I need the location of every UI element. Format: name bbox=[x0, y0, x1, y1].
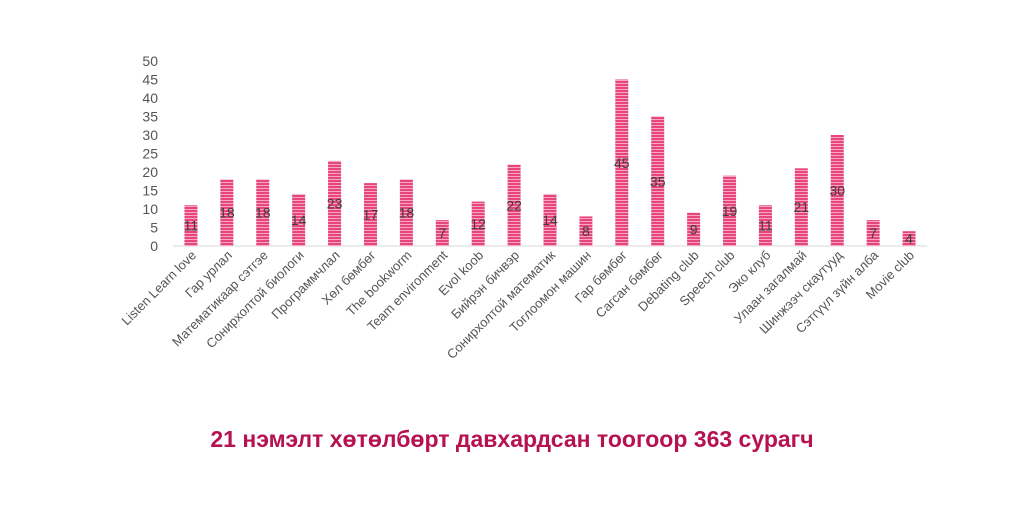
data-label: 8 bbox=[582, 223, 590, 239]
y-tick-label: 5 bbox=[150, 220, 158, 236]
data-label: 14 bbox=[542, 212, 558, 228]
data-label: 18 bbox=[399, 205, 415, 221]
bar bbox=[866, 220, 880, 246]
bar bbox=[363, 183, 377, 246]
data-label: 11 bbox=[758, 218, 773, 234]
y-tick-label: 50 bbox=[142, 53, 158, 69]
bar bbox=[687, 212, 701, 246]
y-tick-label: 15 bbox=[142, 183, 158, 199]
bar bbox=[723, 175, 737, 246]
data-label: 18 bbox=[219, 205, 235, 221]
data-label: 22 bbox=[506, 197, 522, 213]
bar bbox=[435, 220, 449, 246]
bar bbox=[902, 231, 916, 246]
data-label: 21 bbox=[794, 199, 810, 215]
bar bbox=[256, 179, 270, 246]
bar bbox=[543, 194, 557, 246]
y-tick-label: 0 bbox=[150, 238, 158, 254]
data-label: 35 bbox=[650, 173, 666, 189]
bar bbox=[292, 194, 306, 246]
bar bbox=[328, 160, 342, 246]
bar bbox=[615, 79, 629, 246]
bar bbox=[830, 135, 844, 246]
data-label: 9 bbox=[690, 221, 698, 237]
bar bbox=[579, 216, 593, 246]
chart-caption: 21 нэмэлт хөтөлбөрт давхардсан тоогоор 3… bbox=[210, 426, 814, 452]
bar bbox=[220, 179, 234, 246]
data-label: 11 bbox=[184, 218, 199, 234]
bar bbox=[507, 164, 521, 246]
bar bbox=[794, 168, 808, 246]
data-label: 19 bbox=[722, 203, 738, 219]
data-labels: 11 18 18 14 23 17 18 7 12 22 14 8 45 35 9 19 11 21 30 7 4 bbox=[184, 155, 913, 247]
data-label: 23 bbox=[327, 195, 343, 211]
bars bbox=[184, 79, 916, 246]
data-label: 7 bbox=[438, 225, 446, 241]
y-tick-label: 40 bbox=[142, 90, 158, 106]
y-tick-label: 30 bbox=[142, 127, 158, 143]
data-label: 17 bbox=[363, 207, 379, 223]
y-tick-label: 20 bbox=[142, 164, 158, 180]
y-tick-label: 35 bbox=[142, 109, 158, 125]
bar bbox=[471, 201, 485, 246]
data-label: 7 bbox=[869, 225, 877, 241]
bar bbox=[758, 205, 772, 246]
bar bbox=[184, 205, 198, 246]
y-tick-label: 25 bbox=[142, 146, 158, 162]
data-label: 14 bbox=[291, 212, 307, 228]
bar bbox=[651, 116, 665, 246]
bar bbox=[399, 179, 413, 246]
data-label: 30 bbox=[829, 183, 845, 199]
data-label: 12 bbox=[470, 216, 486, 232]
data-label: 18 bbox=[255, 205, 271, 221]
y-tick-label: 45 bbox=[142, 72, 158, 88]
data-label: 4 bbox=[905, 231, 913, 247]
y-tick-label: 10 bbox=[142, 201, 158, 217]
data-label: 45 bbox=[614, 155, 630, 171]
